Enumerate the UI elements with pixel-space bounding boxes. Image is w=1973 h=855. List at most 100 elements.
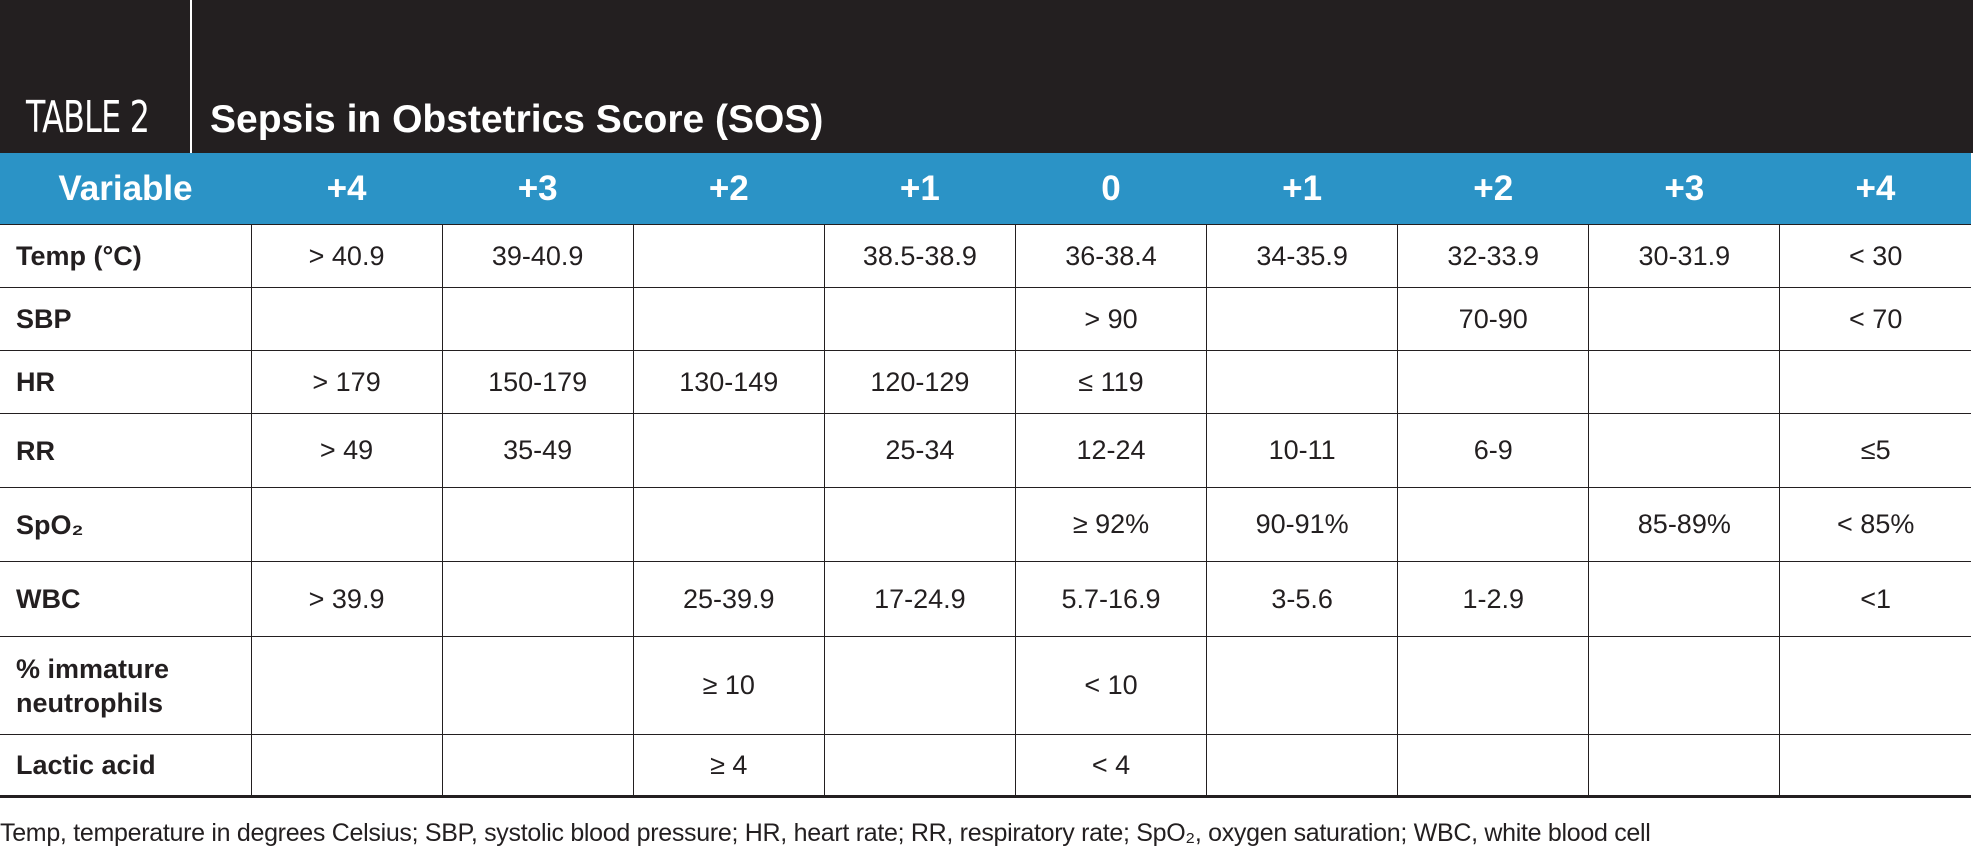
row-label: SpO₂ [0,487,251,562]
cell: < 4 [1014,734,1207,798]
divider [190,0,192,153]
cell [1588,287,1780,351]
cell [823,287,1016,351]
row-label: HR [0,350,251,414]
row-label: SBP [0,287,251,351]
row-label: Lactic acid [0,734,251,798]
cell: ≥ 10 [632,636,825,735]
cell [1779,350,1971,414]
table-row: WBC > 39.9 25-39.9 17-24.9 5.7-16.9 3-5.6 1-2.… [0,561,1971,637]
table-row: RR > 49 35-49 25-34 12-24 10-11 6-9 ≤5 [0,413,1971,488]
cell [1779,636,1971,735]
cell: ≤ 119 [1014,350,1207,414]
cell: ≤5 [1779,413,1971,488]
table-row: Lactic acid ≥ 4 < 4 [0,734,1971,798]
row-label: RR [0,413,251,488]
row-label: WBC [0,561,251,637]
cell [1588,734,1780,798]
header: TABLE 2 Sepsis in Obstetrics Score (SOS) [0,0,1973,153]
cell: 90-91% [1206,487,1398,562]
cell: <1 [1779,561,1971,637]
cell: 38.5-38.9 [823,224,1016,288]
cell [1206,350,1398,414]
cell: > 39.9 [250,561,443,637]
cell [250,734,443,798]
cell: ≥ 4 [632,734,825,798]
cell: < 70 [1779,287,1971,351]
table-row: HR > 179 150-179 130-149 120-129 ≤ 119 [0,350,1971,414]
cell: 85-89% [1588,487,1780,562]
table-row: Temp (°C) > 40.9 39-40.9 38.5-38.9 36-38.4 34… [0,224,1971,288]
cell [441,636,634,735]
table-body: Temp (°C) > 40.9 39-40.9 38.5-38.9 36-38.4 34… [0,224,1971,798]
cell [1779,734,1971,798]
cell: 25-39.9 [632,561,825,637]
column-header: +3 [442,153,634,225]
cell [823,734,1016,798]
cell: 6-9 [1397,413,1589,488]
cell [441,734,634,798]
cell [1588,350,1780,414]
score-table: Variable +4 +3 +2 +1 0 +1 +2 +3 +4 Temp (°C) > 40.… [0,153,1971,798]
cell: > 40.9 [250,224,443,288]
cell [441,287,634,351]
cell [250,487,443,562]
cell [823,487,1016,562]
cell: 39-40.9 [441,224,634,288]
row-label: Temp (°C) [0,224,251,288]
cell: < 30 [1779,224,1971,288]
cell: < 10 [1014,636,1207,735]
cell: 12-24 [1014,413,1207,488]
column-header: 0 [1015,153,1207,225]
cell: > 90 [1014,287,1207,351]
cell: 35-49 [441,413,634,488]
cell [632,287,825,351]
cell [441,487,634,562]
cell [1588,413,1780,488]
cell: ≥ 92% [1014,487,1207,562]
cell [1206,287,1398,351]
table-row: SpO₂ ≥ 92% 90-91% 85-89% < 85% [0,487,1971,562]
cell: 70-90 [1397,287,1589,351]
cell: 36-38.4 [1014,224,1207,288]
cell [1397,487,1589,562]
cell [1397,734,1589,798]
cell: 34-35.9 [1206,224,1398,288]
cell: > 49 [250,413,443,488]
cell [1206,636,1398,735]
column-header: +1 [1206,153,1398,225]
row-label: % immature neutrophils [0,636,251,735]
cell [632,413,825,488]
table-row: SBP > 90 70-90 < 70 [0,287,1971,351]
cell [632,224,825,288]
cell: 120-129 [823,350,1016,414]
column-header: +1 [824,153,1016,225]
table-label: TABLE 2 [26,92,150,143]
cell: 3-5.6 [1206,561,1398,637]
cell [441,561,634,637]
cell: 5.7-16.9 [1014,561,1207,637]
cell: 1-2.9 [1397,561,1589,637]
column-header: +2 [633,153,825,225]
table-title: Sepsis in Obstetrics Score (SOS) [210,98,824,141]
footnote: Temp, temperature in degrees Celsius; SB… [0,819,1651,847]
cell: > 179 [250,350,443,414]
cell [1588,561,1780,637]
cell [823,636,1016,735]
cell: 130-149 [632,350,825,414]
column-header: Variable [0,153,251,225]
cell [250,636,443,735]
cell [632,487,825,562]
cell: < 85% [1779,487,1971,562]
cell: 150-179 [441,350,634,414]
column-header: +2 [1397,153,1589,225]
column-header: +4 [251,153,443,225]
cell [1588,636,1780,735]
header-row: Variable +4 +3 +2 +1 0 +1 +2 +3 +4 [0,153,1971,225]
cell: 32-33.9 [1397,224,1589,288]
cell [1397,350,1589,414]
column-header: +4 [1779,153,1971,225]
cell [250,287,443,351]
column-header: +3 [1588,153,1780,225]
